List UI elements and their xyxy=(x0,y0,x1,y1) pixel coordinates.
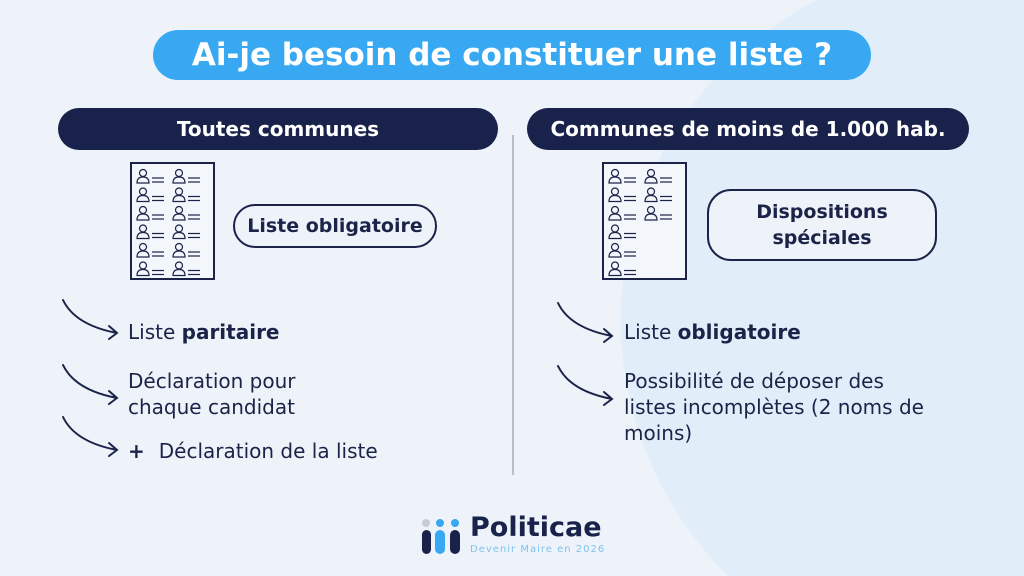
plus-icon: + xyxy=(128,439,145,463)
person-icon xyxy=(172,224,186,240)
pill-line: spéciales xyxy=(772,227,872,249)
item-text: Déclaration de la liste xyxy=(158,439,378,463)
person-icon xyxy=(172,205,186,221)
logo-brand: Politicae xyxy=(470,512,602,543)
text-lines-icon xyxy=(624,269,636,276)
text-lines-icon xyxy=(624,214,636,220)
list-item-declaration-liste: + Déclaration de la liste xyxy=(128,438,378,464)
politicae-logo-icon xyxy=(422,519,460,554)
logo-tagline: Devenir Maire en 2026 xyxy=(470,544,606,555)
person-icon xyxy=(172,187,186,203)
text-lines-icon xyxy=(660,177,672,183)
person-icon xyxy=(172,242,186,258)
text-lines-icon xyxy=(624,195,636,202)
text-lines-icon xyxy=(152,177,164,183)
text-lines-icon xyxy=(188,232,200,239)
person-icon xyxy=(644,187,658,203)
item-text: Liste xyxy=(128,320,182,344)
text-lines-icon xyxy=(152,195,164,202)
person-icon xyxy=(136,242,150,258)
pill-line: Dispositions xyxy=(756,201,888,223)
text-lines-icon xyxy=(624,251,636,257)
item-bold: paritaire xyxy=(181,320,280,344)
arrow-icons-right xyxy=(557,302,614,406)
item-text: Liste xyxy=(624,320,678,344)
text-lines-icon xyxy=(152,214,164,220)
list-item-paritaire: Liste paritaire xyxy=(128,319,280,345)
person-icon xyxy=(136,168,150,184)
person-icon xyxy=(608,205,622,221)
item-bold: obligatoire xyxy=(677,320,801,344)
person-icon xyxy=(136,205,150,221)
person-icon xyxy=(172,261,186,277)
person-icon xyxy=(608,242,622,258)
arrow-icons-left xyxy=(62,299,119,457)
text-lines-icon xyxy=(660,214,672,220)
person-icon xyxy=(608,168,622,184)
text-lines-icon xyxy=(624,177,636,183)
person-icon xyxy=(608,224,622,240)
candidate-list-document-icon xyxy=(130,162,215,280)
list-item-listes-incompletes: Possibilité de déposer des listes incomp… xyxy=(624,369,924,445)
person-icon xyxy=(136,187,150,203)
text-lines-icon xyxy=(188,195,200,202)
text-lines-icon xyxy=(188,177,200,183)
person-icon xyxy=(644,168,658,184)
text-lines-icon xyxy=(660,195,672,202)
list-item-declaration-candidat: Déclaration pour chaque candidat xyxy=(128,369,296,419)
person-icon xyxy=(136,224,150,240)
text-lines-icon xyxy=(152,251,164,257)
person-icon xyxy=(644,205,658,221)
person-icon xyxy=(136,261,150,277)
dispositions-speciales-pill: Dispositions spéciales xyxy=(707,189,937,261)
text-lines-icon xyxy=(152,232,164,239)
person-icon xyxy=(608,187,622,203)
text-lines-icon xyxy=(152,269,164,276)
page-title: Ai-je besoin de constituer une liste ? xyxy=(153,30,871,80)
right-header: Communes de moins de 1.000 hab. xyxy=(527,108,969,150)
divider xyxy=(512,135,514,475)
text-lines-icon xyxy=(624,232,636,239)
left-header: Toutes communes xyxy=(58,108,498,150)
liste-obligatoire-pill: Liste obligatoire xyxy=(233,204,437,248)
text-lines-icon xyxy=(188,269,200,276)
text-lines-icon xyxy=(188,214,200,220)
list-item-obligatoire: Liste obligatoire xyxy=(624,319,801,345)
person-icon xyxy=(608,261,622,277)
background-circle xyxy=(620,0,1024,576)
partial-list-document-icon xyxy=(602,162,687,280)
person-icon xyxy=(172,168,186,184)
text-lines-icon xyxy=(188,251,200,257)
